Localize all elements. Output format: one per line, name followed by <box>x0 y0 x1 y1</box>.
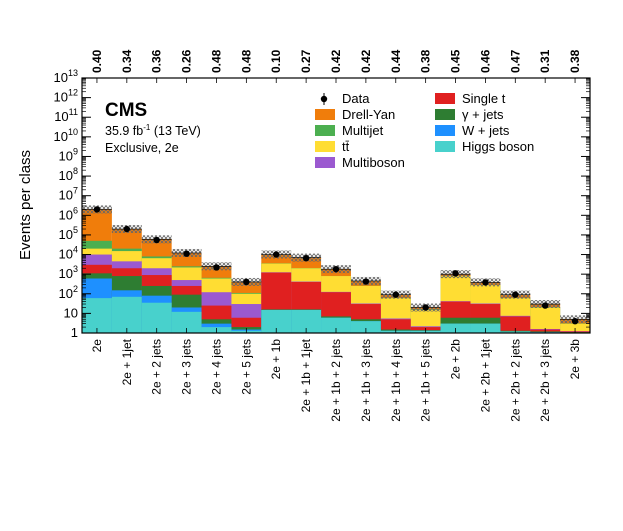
x-category-label: 2e + 2b + 1jet <box>478 338 492 412</box>
legend-label: tt̄ <box>342 139 350 154</box>
x-category-label: 2e + 1b + 3 jets <box>359 339 373 422</box>
y-tick-label: 108 <box>59 166 78 183</box>
y-tick-label: 1010 <box>54 127 78 144</box>
y-tick-label: 105 <box>59 225 78 242</box>
data-point <box>183 250 190 257</box>
legend-label: Single t <box>462 91 506 106</box>
data-point <box>93 206 101 213</box>
legend-swatch <box>315 125 335 136</box>
legend-label: Higgs boson <box>462 139 534 154</box>
y-tick-label: 1011 <box>54 107 78 124</box>
top-axis-value: 0.27 <box>299 49 313 73</box>
x-category-label: 2e + 5 jets <box>239 339 253 395</box>
selection-label: Exclusive, 2e <box>105 141 179 155</box>
top-axis-value: 0.36 <box>150 49 164 73</box>
data-point <box>541 302 549 309</box>
top-axis-value: 0.44 <box>389 49 403 73</box>
experiment-label: CMS <box>105 100 147 121</box>
data-point <box>243 278 250 286</box>
x-category-label: 2e + 2 jets <box>150 339 164 395</box>
data-point <box>392 291 399 298</box>
x-category-label: 2e + 3 jets <box>180 339 194 395</box>
legend-label: Multiboson <box>342 155 405 170</box>
top-axis-value: 0.34 <box>120 49 134 73</box>
lumi-label: 35.9 fb-1 (13 TeV) <box>105 123 201 138</box>
bar-segment <box>82 298 112 333</box>
x-category-label: 2e + 2b + 2 jets <box>508 339 522 422</box>
y-tick-label: 1 <box>71 325 78 340</box>
x-category-label: 2e <box>90 339 104 353</box>
bar-segment <box>321 317 351 333</box>
x-category-label: 2e + 3b <box>568 339 582 380</box>
data-point <box>422 304 429 311</box>
top-axis-value: 0.42 <box>329 49 343 73</box>
legend-swatch <box>315 109 335 120</box>
bar-segment <box>171 311 202 333</box>
top-axis-value: 0.31 <box>538 49 552 73</box>
y-tick-label: 1013 <box>54 68 78 85</box>
top-axis-value: 0.26 <box>180 49 194 73</box>
x-category-label: 2e + 4 jets <box>209 339 223 395</box>
bar-segment <box>350 321 381 333</box>
bar-segment <box>261 309 292 333</box>
y-tick-label: 10 <box>64 305 78 320</box>
legend-swatch <box>435 93 455 104</box>
legend-swatch <box>435 141 455 152</box>
data-point <box>512 291 519 298</box>
data-point <box>213 264 220 271</box>
y-tick-label: 106 <box>59 205 78 222</box>
x-category-label: 2e + 1b <box>269 339 283 380</box>
x-category-label: 2e + 1b + 2 jets <box>329 339 343 422</box>
x-category-label: 2e + 1jet <box>120 338 134 385</box>
x-category-label: 2e + 2b <box>449 339 463 380</box>
y-tick-label: 1012 <box>54 88 78 105</box>
data-point <box>362 278 370 285</box>
top-axis-value: 0.38 <box>419 49 433 73</box>
bar-segment <box>141 302 172 333</box>
legend-label: γ + jets <box>462 107 504 122</box>
legend-label: W + jets <box>462 123 510 138</box>
data-point <box>452 270 459 277</box>
data-point <box>332 265 340 273</box>
top-axis-value: 0.38 <box>568 49 582 73</box>
legend-label: Data <box>342 91 370 106</box>
legend-swatch <box>315 157 335 168</box>
y-tick-label: 103 <box>59 264 78 281</box>
data-point <box>153 236 160 244</box>
legend-label: Multijet <box>342 123 384 138</box>
data-point <box>482 279 489 286</box>
top-axis-value: 0.48 <box>239 49 253 73</box>
top-axis-value: 0.10 <box>269 49 283 73</box>
data-point <box>123 225 131 233</box>
data-point <box>571 317 579 325</box>
x-category-label: 2e + 2b + 3 jets <box>538 339 552 422</box>
x-category-label: 2e + 1b + 5 jets <box>419 339 433 422</box>
x-category-label: 2e + 1b + 1jet <box>299 338 313 412</box>
data-point <box>273 251 280 258</box>
top-axis-value: 0.46 <box>478 49 492 73</box>
top-axis-value: 0.45 <box>449 49 463 73</box>
y-tick-label: 102 <box>59 284 78 301</box>
legend-swatch <box>435 125 455 136</box>
y-tick-label: 104 <box>59 245 78 262</box>
legend-label: Drell-Yan <box>342 107 395 122</box>
top-axis-value: 0.48 <box>209 49 223 73</box>
top-axis-value: 0.42 <box>359 49 373 73</box>
top-axis-value: 0.47 <box>508 49 522 73</box>
data-point <box>302 255 310 262</box>
y-axis-label: Events per class <box>17 150 34 260</box>
bar-segment <box>500 316 531 333</box>
bar-segment <box>111 296 142 333</box>
top-axis-value: 0.40 <box>90 49 104 73</box>
y-tick-label: 109 <box>59 146 78 163</box>
legend-swatch <box>435 109 455 120</box>
x-category-label: 2e + 1b + 4 jets <box>389 339 403 422</box>
legend-swatch <box>315 141 335 152</box>
y-tick-label: 107 <box>59 186 78 203</box>
bar-segment <box>291 309 322 333</box>
